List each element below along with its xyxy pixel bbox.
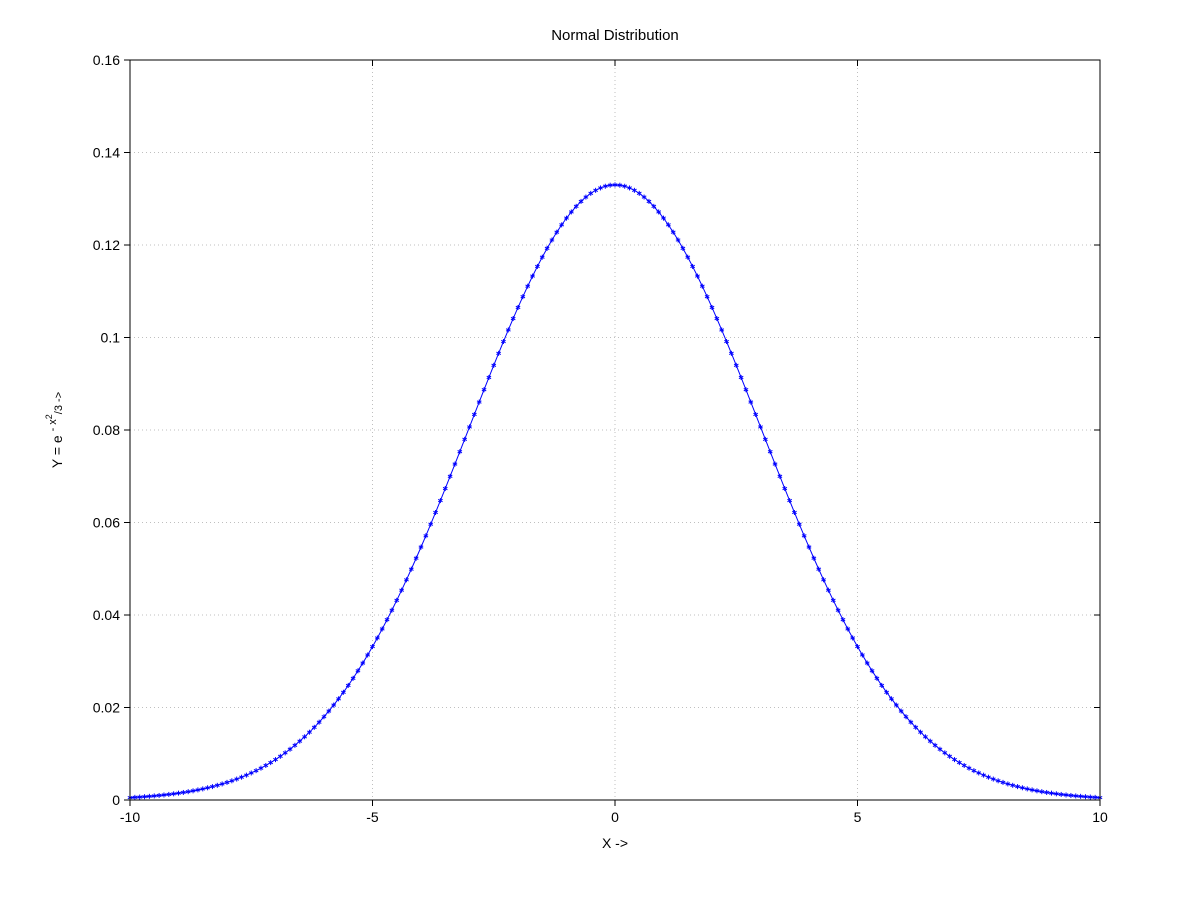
y-tick-label: 0.02: [93, 700, 120, 716]
y-tick-label: 0.1: [101, 330, 121, 346]
y-tick-label: 0.08: [93, 422, 120, 438]
x-tick-label: 0: [611, 809, 619, 825]
chart-container: -10 -5 0 5 10 0 0.02 0.04 0.06 0.08 0.1 0.12 0.14 0.1…: [0, 0, 1200, 900]
x-tick-label: 10: [1092, 809, 1108, 825]
y-tick-label: 0.06: [93, 515, 120, 531]
y-tick-label: 0: [112, 792, 120, 808]
ylabel-prefix: Y = e: [49, 431, 65, 468]
y-tick-label: 0.04: [93, 607, 120, 623]
ylabel-suffix: /3 ->: [53, 392, 65, 414]
y-tick-label: 0.12: [93, 237, 120, 253]
ylabel-exp: - x: [47, 419, 59, 432]
x-tick-label: 5: [854, 809, 862, 825]
x-axis-label: X ->: [602, 835, 628, 851]
x-tick-label: -5: [366, 809, 379, 825]
y-tick-label: 0.14: [93, 145, 120, 161]
y-tick-label: 0.16: [93, 52, 120, 68]
chart-svg: -10 -5 0 5 10 0 0.02 0.04 0.06 0.08 0.1 0.12 0.14 0.1…: [0, 0, 1200, 900]
chart-title: Normal Distribution: [551, 27, 679, 44]
x-tick-label: -10: [120, 809, 140, 825]
